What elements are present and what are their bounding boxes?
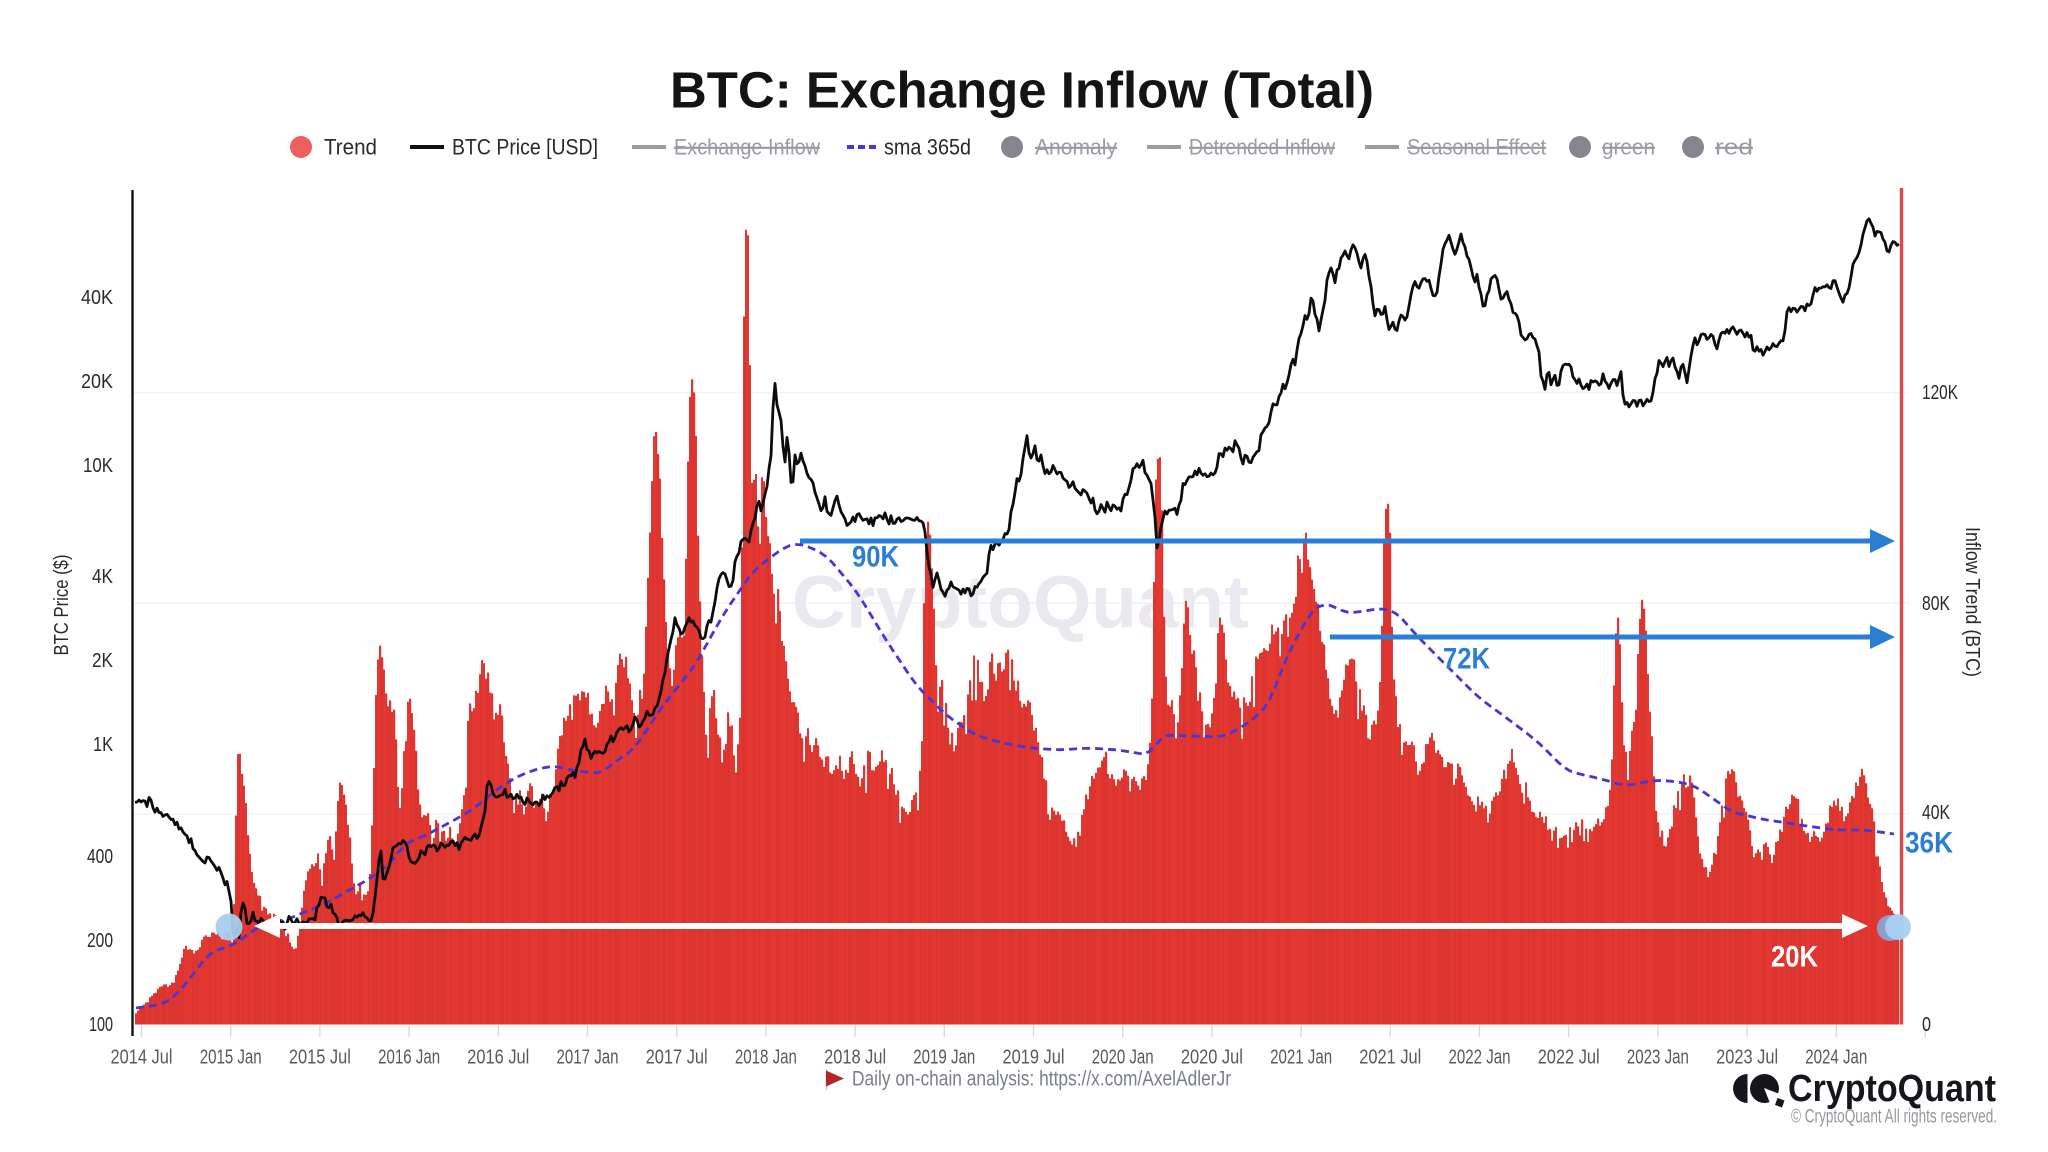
svg-text:2020 Jan: 2020 Jan — [1092, 1047, 1154, 1069]
svg-text:2023 Jan: 2023 Jan — [1627, 1047, 1689, 1069]
svg-text:2018 Jan: 2018 Jan — [735, 1047, 797, 1069]
svg-text:40K: 40K — [1922, 802, 1951, 824]
svg-text:red: red — [1715, 135, 1753, 160]
svg-text:CryptoQuant: CryptoQuant — [792, 561, 1249, 644]
svg-text:© CryptoQuant All rights reser: © CryptoQuant All rights reserved. — [1791, 1107, 1997, 1128]
svg-text:10K: 10K — [83, 455, 114, 477]
svg-text:0: 0 — [1922, 1014, 1931, 1036]
svg-text:1K: 1K — [93, 734, 114, 756]
svg-text:Seasonal Effect: Seasonal Effect — [1407, 135, 1546, 160]
svg-text:BTC: Exchange Inflow (Total): BTC: Exchange Inflow (Total) — [670, 62, 1374, 119]
svg-text:2022 Jan: 2022 Jan — [1449, 1047, 1511, 1069]
svg-text:2017 Jul: 2017 Jul — [646, 1047, 708, 1069]
svg-text:2K: 2K — [92, 650, 114, 672]
svg-text:2018 Jul: 2018 Jul — [824, 1047, 886, 1069]
svg-text:2019 Jan: 2019 Jan — [913, 1047, 975, 1069]
svg-text:sma 365d: sma 365d — [884, 135, 971, 160]
svg-text:Anomaly: Anomaly — [1035, 135, 1117, 160]
svg-text:Trend: Trend — [324, 135, 377, 160]
svg-text:200: 200 — [87, 930, 113, 952]
svg-text:90K: 90K — [852, 541, 899, 574]
svg-text:80K: 80K — [1922, 593, 1951, 615]
svg-text:72K: 72K — [1443, 643, 1490, 676]
svg-text:40K: 40K — [81, 287, 114, 309]
svg-text:2024 Jan: 2024 Jan — [1805, 1047, 1867, 1069]
svg-text:2022 Jul: 2022 Jul — [1538, 1047, 1600, 1069]
svg-text:4K: 4K — [92, 566, 114, 588]
svg-text:Inflow Trend (BTC): Inflow Trend (BTC) — [1961, 527, 1983, 677]
svg-text:CryptoQuant: CryptoQuant — [1788, 1068, 1996, 1110]
svg-text:20K: 20K — [81, 371, 114, 393]
svg-text:2014 Jul: 2014 Jul — [111, 1047, 173, 1069]
svg-text:Daily on-chain analysis: https: Daily on-chain analysis: https://x.com/A… — [852, 1068, 1231, 1091]
svg-text:Exchange Inflow: Exchange Inflow — [674, 135, 820, 160]
svg-text:2021 Jul: 2021 Jul — [1359, 1047, 1421, 1069]
svg-text:2016 Jan: 2016 Jan — [378, 1047, 440, 1069]
svg-text:36K: 36K — [1905, 827, 1953, 860]
svg-text:2017 Jan: 2017 Jan — [557, 1047, 619, 1069]
svg-text:2015 Jan: 2015 Jan — [200, 1047, 262, 1069]
svg-text:20K: 20K — [1771, 941, 1818, 974]
svg-text:400: 400 — [87, 846, 113, 868]
svg-text:Detrended Inflow: Detrended Inflow — [1189, 135, 1335, 160]
svg-text:green: green — [1602, 135, 1655, 160]
svg-text:2023 Jul: 2023 Jul — [1716, 1047, 1778, 1069]
svg-text:2016 Jul: 2016 Jul — [467, 1047, 529, 1069]
svg-text:2020 Jul: 2020 Jul — [1181, 1047, 1243, 1069]
svg-text:120K: 120K — [1922, 382, 1959, 404]
svg-text:BTC Price ($): BTC Price ($) — [51, 555, 73, 656]
svg-text:2019 Jul: 2019 Jul — [1003, 1047, 1065, 1069]
svg-text:BTC Price [USD]: BTC Price [USD] — [452, 135, 598, 160]
svg-text:2015 Jul: 2015 Jul — [289, 1047, 351, 1069]
svg-text:100: 100 — [89, 1014, 113, 1036]
svg-text:2021 Jan: 2021 Jan — [1270, 1047, 1332, 1069]
